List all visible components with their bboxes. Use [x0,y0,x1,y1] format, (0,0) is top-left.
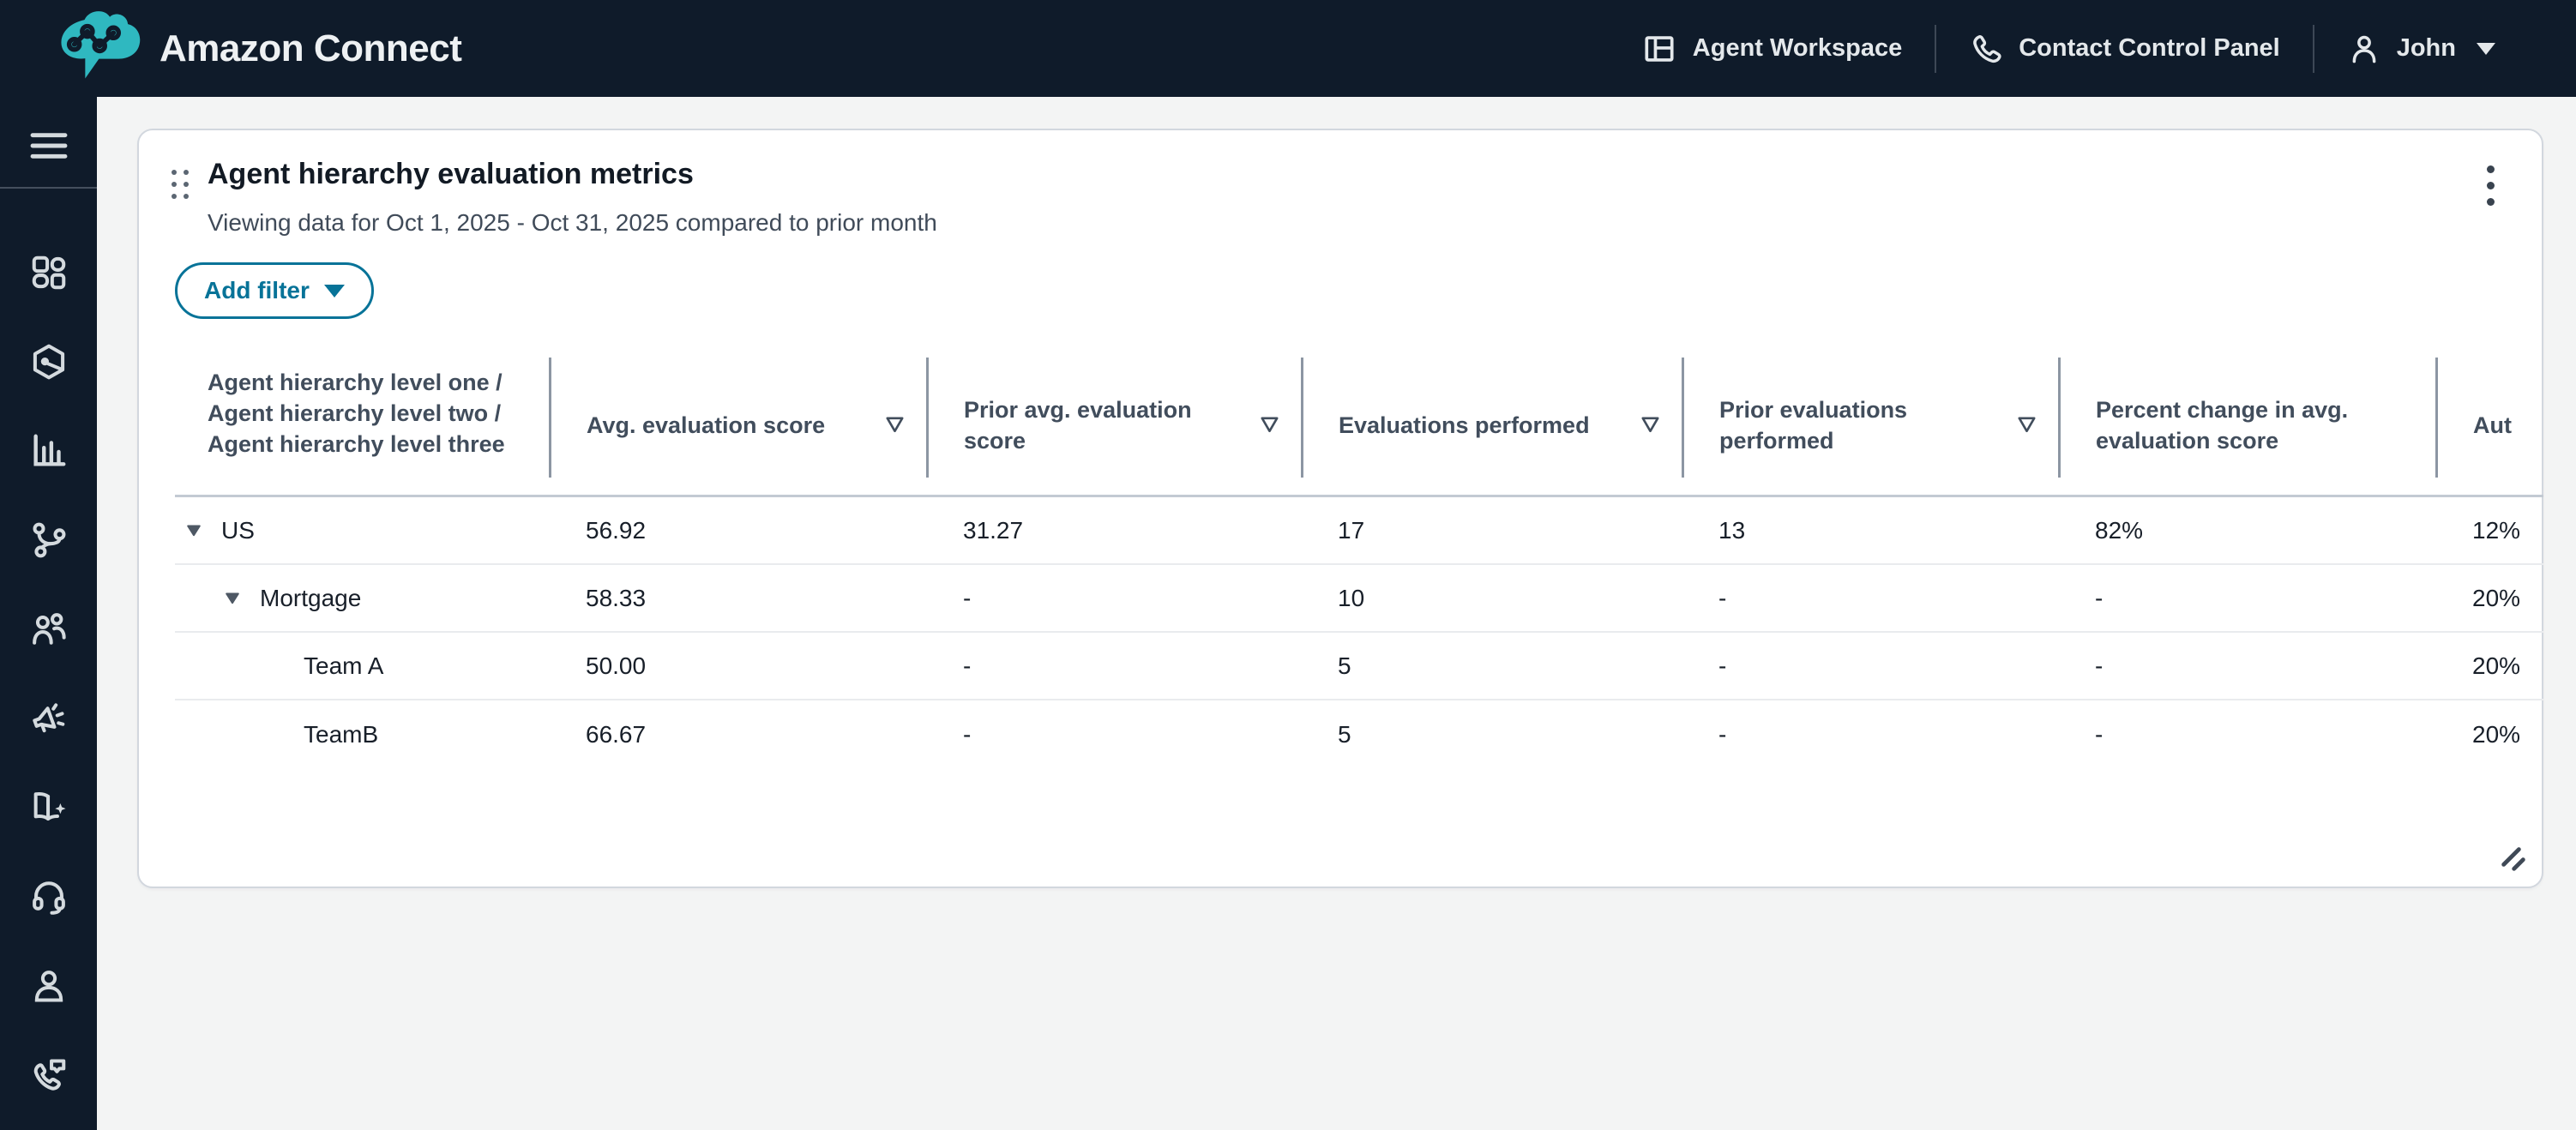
column-header-label: Agent hierarchy level one / Agent hierar… [208,370,505,457]
add-filter-label: Add filter [204,277,310,304]
row-label-cell: Mortgage [175,565,550,631]
table-row: Team A 50.00 - 5 - - 20% [175,633,2543,700]
metric-cell: - [2095,720,2104,748]
row-label: Team A [304,652,384,679]
agent-headset-icon[interactable] [21,869,77,925]
metric-cell: 66.67 [586,720,647,748]
metric-cell: - [1718,584,1727,611]
nav-label: John [2396,34,2456,62]
sort-icon[interactable] [2017,416,2037,434]
sort-icon[interactable] [885,416,905,434]
table-body: US 56.92 31.27 17 13 82% 12% Mortgage 58.33 - 10 - -… [175,497,2543,768]
column-header: Percent change in avg. evaluation score [2058,355,2436,495]
chevron-down-icon [2477,42,2495,55]
row-label-cell: US [175,497,550,563]
flows-branch-icon[interactable] [21,512,77,568]
table-row: US 56.92 31.27 17 13 82% 12% [175,497,2543,565]
metric-cell: - [2095,584,2104,611]
metric-cell: 20% [2472,584,2521,611]
row-label: TeamB [304,720,379,748]
column-header[interactable]: Prior evaluations performed [1682,355,2059,495]
column-header[interactable]: Prior avg. evaluation score [926,355,1302,495]
widget-menu-kebab-icon[interactable] [2468,161,2513,209]
column-header: Agent hierarchy level one / Agent hierar… [175,355,550,495]
brand-title: Amazon Connect [159,27,462,69]
knowledge-book-icon[interactable] [21,779,77,836]
nav-contact-control-panel[interactable]: Contact Control Panel [1936,32,2313,66]
metric-cell: 13 [1718,516,1746,544]
metric-cell: 12% [2472,516,2521,544]
sort-icon[interactable] [1260,416,1279,434]
metric-cell: 5 [1338,652,1351,679]
metric-cell: 82% [2095,516,2144,544]
metric-cell: 5 [1338,720,1351,748]
resize-handle-icon[interactable] [2499,844,2528,878]
metric-cell: - [963,584,972,611]
metric-cell: - [963,720,972,748]
metric-cell: 31.27 [963,516,1024,544]
table-header-row: Agent hierarchy level one / Agent hierar… [175,355,2543,497]
customer-profiles-person-icon[interactable] [21,958,77,1014]
row-label: US [221,516,255,544]
campaigns-megaphone-icon[interactable] [21,690,77,747]
caret-down-icon [323,284,345,298]
expand-toggle-icon[interactable] [225,592,240,604]
nav-divider [2312,24,2314,73]
row-label-cell: Team A [175,633,550,699]
top-navigation-bar: Amazon Connect Agent Workspace Contact C… [0,0,2576,97]
row-label: Mortgage [260,584,362,611]
metric-cell: 58.33 [586,584,647,611]
expand-toggle-icon[interactable] [186,524,202,537]
column-header: Aut [2435,355,2543,495]
nav-label: Agent Workspace [1692,34,1903,62]
dashboard-icon[interactable] [21,244,77,301]
row-label-cell: TeamB [175,700,550,768]
drag-handle-icon[interactable] [172,170,189,199]
metric-cell: 17 [1338,516,1365,544]
metric-cell: 10 [1338,584,1365,611]
workspace-layout-icon [1641,31,1677,67]
column-header-label: Evaluations performed [1339,412,1590,438]
nav-label: Contact Control Panel [2019,34,2280,62]
column-header-label: Percent change in avg. evaluation score [2096,396,2349,454]
column-header[interactable]: Evaluations performed [1301,355,1682,495]
table-row: Mortgage 58.33 - 10 - - 20% [175,565,2543,633]
metric-cell: 20% [2472,720,2521,748]
metrics-widget-card: Agent hierarchy evaluation metrics Viewi… [137,129,2543,888]
add-filter-button[interactable]: Add filter [175,262,374,319]
nav-divider [1935,24,1937,73]
evaluation-metrics-table: Agent hierarchy level one / Agent hierar… [175,355,2543,768]
users-icon[interactable] [21,601,77,658]
amazon-connect-logo-icon [50,3,142,97]
widget-title: Agent hierarchy evaluation metrics [208,158,694,190]
sidebar-divider [0,187,97,189]
metric-cell: - [1718,652,1727,679]
nav-user-menu[interactable]: John [2314,32,2528,66]
phone-icon [1969,32,2003,66]
column-header-label: Prior evaluations performed [1719,396,1908,454]
user-icon [2347,32,2381,66]
column-header-label: Prior avg. evaluation score [964,396,1192,454]
metric-cell: 56.92 [586,516,647,544]
widget-subtitle: Viewing data for Oct 1, 2025 - Oct 31, 2… [208,209,937,236]
nav-agent-workspace[interactable]: Agent Workspace [1609,31,1935,67]
column-header-label: Aut [2473,412,2512,438]
metric-cell: - [1718,720,1727,748]
menu-icon[interactable] [21,117,77,174]
sort-icon[interactable] [1640,416,1660,434]
metric-cell: 20% [2472,652,2521,679]
metric-cell: 50.00 [586,652,647,679]
left-sidebar [0,97,97,1130]
table-row: TeamB 66.67 - 5 - - 20% [175,700,2543,768]
top-nav-menu: Agent Workspace Contact Control Panel Jo… [1609,0,2528,97]
analytics-bar-chart-icon[interactable] [21,423,77,479]
column-header-label: Avg. evaluation score [587,412,826,438]
routing-hexagon-icon[interactable] [21,334,77,390]
metric-cell: - [963,652,972,679]
contact-phone-message-icon[interactable] [21,1047,77,1103]
column-header[interactable]: Avg. evaluation score [549,355,927,495]
metric-cell: - [2095,652,2104,679]
